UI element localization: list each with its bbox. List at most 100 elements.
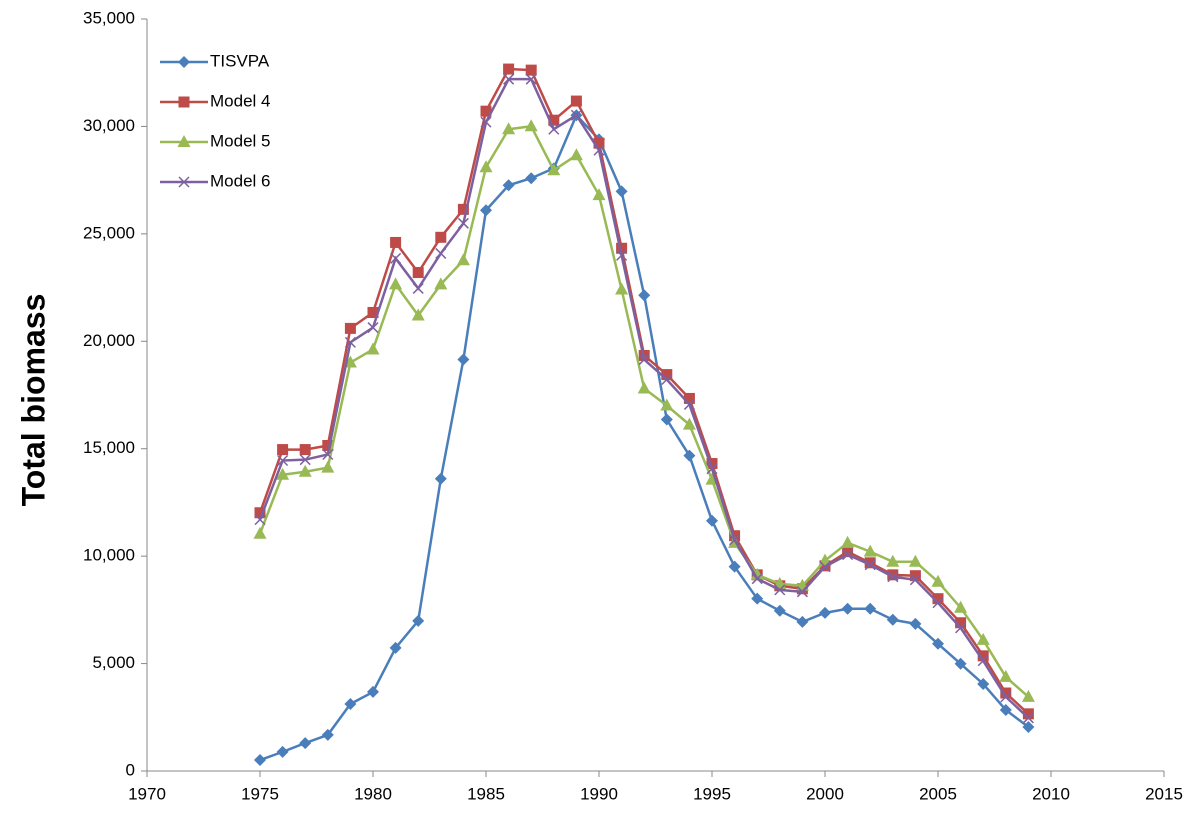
marker: [502, 122, 516, 135]
y-tick-label: 35,000: [83, 8, 135, 27]
marker: [457, 353, 470, 366]
y-tick-label: 10,000: [83, 546, 135, 565]
marker: [276, 467, 290, 480]
marker: [276, 745, 289, 758]
marker: [637, 381, 651, 394]
x-tick-label: 2005: [919, 784, 957, 803]
y-tick-label: 20,000: [83, 331, 135, 350]
marker: [367, 685, 379, 698]
marker: [525, 172, 538, 185]
marker: [638, 354, 650, 366]
marker: [954, 600, 968, 613]
marker: [178, 96, 190, 108]
marker: [389, 641, 402, 654]
marker: [796, 586, 808, 598]
marker: [479, 160, 493, 173]
marker: [728, 560, 741, 573]
marker: [412, 614, 425, 627]
marker: [932, 593, 944, 605]
marker: [864, 559, 876, 571]
marker: [864, 602, 877, 615]
marker: [999, 669, 1013, 682]
marker: [570, 109, 582, 121]
marker: [177, 135, 191, 147]
marker: [616, 242, 628, 254]
marker: [456, 253, 470, 266]
marker: [977, 650, 989, 662]
marker: [390, 252, 402, 264]
x-tick-label: 1985: [467, 784, 505, 803]
marker: [299, 737, 312, 750]
marker: [254, 507, 266, 519]
marker: [1021, 689, 1035, 702]
x-tick-label: 1990: [580, 784, 618, 803]
marker: [977, 655, 989, 667]
legend-label: Model 6: [210, 171, 270, 190]
x-tick-label: 1970: [128, 784, 166, 803]
marker: [706, 514, 718, 527]
marker: [366, 342, 380, 355]
marker: [616, 249, 628, 261]
marker: [887, 571, 899, 583]
marker: [796, 615, 809, 628]
marker: [593, 144, 605, 156]
marker: [909, 574, 921, 586]
y-tick-label: 15,000: [83, 438, 135, 457]
marker: [773, 604, 786, 617]
y-axis-title: Total biomass: [15, 294, 51, 507]
marker: [863, 544, 877, 557]
marker: [178, 56, 190, 68]
x-tick-label: 2010: [1032, 784, 1070, 803]
marker: [480, 105, 492, 117]
x-tick-label: 2015: [1145, 784, 1183, 803]
marker: [321, 460, 335, 473]
marker: [886, 554, 900, 567]
marker: [977, 677, 990, 690]
marker: [1022, 720, 1035, 733]
marker: [841, 535, 855, 548]
marker: [615, 282, 629, 295]
marker: [954, 657, 967, 670]
marker: [592, 188, 606, 201]
marker: [569, 148, 583, 161]
marker: [683, 392, 695, 404]
marker: [864, 557, 876, 569]
marker: [434, 277, 448, 290]
marker: [434, 472, 447, 485]
marker: [298, 464, 312, 477]
marker: [774, 584, 786, 596]
marker: [299, 444, 311, 456]
series-line: [259, 113, 1030, 762]
marker: [729, 534, 741, 546]
marker: [842, 549, 854, 561]
y-tick-label: 0: [126, 760, 135, 779]
series-line: [258, 124, 1030, 698]
marker: [503, 73, 515, 85]
marker: [661, 369, 673, 381]
marker: [932, 597, 944, 609]
y-tick-label: 30,000: [83, 116, 135, 135]
marker: [615, 185, 628, 198]
marker: [524, 119, 538, 132]
marker: [254, 514, 266, 526]
marker: [344, 322, 356, 334]
marker: [178, 176, 190, 188]
legend-label: Model 4: [210, 91, 270, 110]
marker: [277, 455, 289, 467]
legend-label: TISVPA: [210, 51, 270, 70]
marker: [412, 282, 424, 294]
marker: [976, 632, 990, 645]
marker: [909, 617, 922, 630]
x-tick-label: 1980: [354, 784, 392, 803]
marker: [547, 163, 561, 176]
marker: [411, 308, 425, 321]
marker: [457, 203, 469, 215]
marker: [706, 463, 718, 475]
marker: [751, 592, 764, 605]
marker: [548, 123, 560, 135]
marker: [1000, 687, 1012, 699]
marker: [253, 526, 267, 539]
marker: [548, 114, 560, 126]
marker: [682, 417, 696, 430]
marker: [412, 267, 424, 279]
